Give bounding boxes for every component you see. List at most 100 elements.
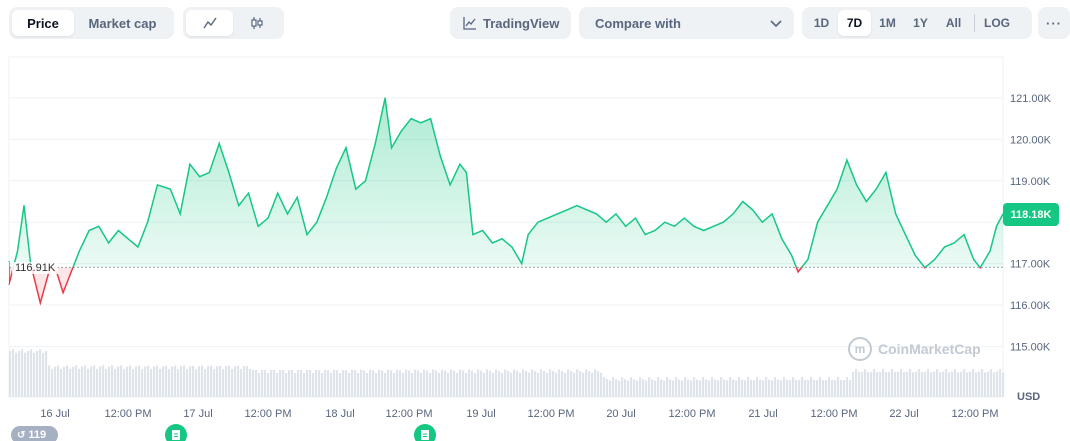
volume-bar [915,371,918,397]
volume-bar [948,372,951,397]
candlestick-button[interactable] [233,10,280,36]
volume-bar [87,368,90,397]
more-options-button[interactable]: ··· [1038,7,1070,39]
volume-bar [219,365,222,397]
volume-bar [339,372,342,397]
volume-bar [438,372,441,397]
price-point [625,225,627,227]
volume-bar [789,380,792,397]
volume-bar [675,377,678,397]
volume-bar [240,368,243,397]
volume-bar [588,371,591,397]
log-scale-button[interactable]: LOG [984,16,1010,30]
volume-bar [402,372,405,397]
currency-label: USD [1017,391,1040,403]
volume-bar [111,365,114,397]
price-point [644,234,646,236]
volume-bar [234,366,237,397]
volume-bar [546,372,549,397]
range-all-button[interactable]: All [945,16,962,30]
volume-bar [657,377,660,397]
volume-bar [846,377,849,397]
volume-bar [558,369,561,397]
volume-bar [300,370,303,397]
volume-bar [621,377,624,397]
news-marker[interactable] [165,424,187,441]
volume-bar [261,370,264,397]
market-cap-tab[interactable]: Market cap [88,15,157,31]
volume-bar [855,369,858,397]
volume-bar [171,366,174,397]
tradingview-button[interactable]: TradingView [450,7,571,39]
price-point [199,176,201,178]
volume-bar [603,377,606,397]
price-point [8,260,10,263]
compare-dropdown[interactable]: Compare with [579,7,794,39]
volume-bar [921,372,924,397]
volume-bar [699,380,702,397]
volume-bar [126,366,129,397]
volume-bar [102,365,105,397]
volume-bar [888,371,891,397]
range-1y-button[interactable]: 1Y [913,16,928,30]
news-marker[interactable] [414,424,436,441]
volume-bar [663,380,666,397]
volume-bar [684,377,687,397]
volume-bar [750,379,753,397]
price-point [228,171,230,174]
volume-bar [831,379,834,397]
volume-bar [141,368,144,397]
line-chart-button[interactable] [186,10,233,36]
price-tab[interactable]: Price [12,10,74,36]
volume-bar [96,368,99,397]
volume-bar [579,371,582,397]
volume-bar [975,372,978,397]
volume-bar [954,369,957,397]
volume-bar [978,371,981,397]
range-7d-button[interactable]: 7D [838,10,871,36]
y-tick-label: 121.00K [1010,93,1052,105]
x-tick-label: 12:00 PM [385,408,432,420]
volume-bar [687,379,690,397]
volume-bar [729,377,732,397]
metric-toggle: Price Market cap [9,7,174,39]
volume-bar [504,369,507,397]
volume-bar [363,370,366,397]
price-point [817,221,819,223]
volume-bar [924,371,927,397]
history-badge[interactable]: ↺ 119 [11,426,58,441]
volume-bar [501,372,504,397]
volume-bar [639,377,642,397]
volume-bar [165,365,168,397]
price-point [953,242,955,244]
volume-bar [879,371,882,397]
volume-bar [606,379,609,397]
volume-bar [807,380,810,397]
price-point [420,122,422,124]
volume-bar [912,372,915,397]
volume-bar [330,372,333,397]
price-point [693,225,695,227]
volume-bar [336,370,339,397]
price-point [429,118,432,120]
price-point [127,238,129,240]
price-point [826,205,828,207]
document-icon [172,430,180,440]
volume-bar [411,372,414,397]
y-tick-label: 119.00K [1010,176,1051,188]
volume-bar [159,368,162,397]
volume-bar [252,370,255,397]
price-point [179,213,181,215]
volume-bar [708,380,711,397]
price-point [781,238,783,240]
volume-bar [552,370,555,397]
range-1d-button[interactable]: 1D [813,16,830,30]
volume-bar [867,372,870,397]
volume-bar [483,372,486,397]
price-point [751,209,754,211]
range-1m-button[interactable]: 1M [879,16,896,30]
volume-bar [693,377,696,397]
volume-bar [882,369,885,397]
volume-bar [306,369,309,397]
volume-bar [297,369,300,397]
